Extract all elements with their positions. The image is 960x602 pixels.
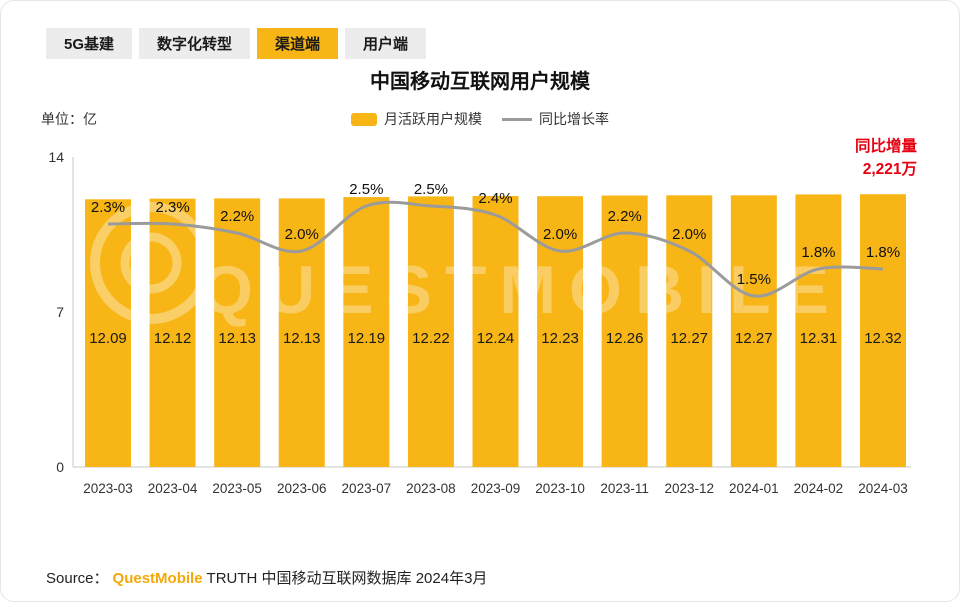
- x-tick-label: 2023-07: [342, 481, 392, 496]
- bar: [601, 195, 648, 467]
- x-tick-label: 2023-04: [148, 481, 198, 496]
- bar: [85, 199, 131, 468]
- bar-value-label: 12.13: [218, 330, 256, 347]
- bar-value-label: 12.13: [283, 330, 321, 347]
- line-legend-label: 同比增长率: [539, 111, 609, 127]
- yoy-increase-value: 2,221万: [862, 161, 917, 178]
- tab-user[interactable]: 用户端: [345, 28, 427, 59]
- bar: [214, 198, 261, 467]
- growth-rate-label: 2.2%: [608, 208, 642, 225]
- source-brand: QuestMobile: [112, 570, 203, 587]
- growth-rate-label: 2.5%: [349, 181, 383, 198]
- line-legend-swatch: [502, 117, 532, 121]
- x-tick-label: 2023-08: [406, 481, 456, 496]
- source-prefix: Source：: [46, 570, 109, 587]
- bar-value-label: 12.27: [670, 330, 708, 347]
- tab-5g-infrastructure[interactable]: 5G基建: [46, 28, 133, 59]
- x-tick-label: 2023-05: [212, 481, 262, 496]
- legend-item-bar: 月活跃用户规模: [351, 109, 482, 129]
- bar-value-label: 12.27: [735, 330, 773, 347]
- bar: [278, 198, 325, 467]
- unit-label: 单位：亿: [41, 111, 97, 127]
- tab-digital-transformation[interactable]: 数字化转型: [139, 28, 251, 59]
- x-tick-label: 2023-10: [535, 481, 585, 496]
- bar-legend-label: 月活跃用户规模: [384, 111, 482, 127]
- growth-rate-label: 2.0%: [672, 226, 706, 243]
- x-tick-label: 2024-02: [794, 481, 844, 496]
- tab-bar: 5G基建 数字化转型 渠道端 用户端: [46, 28, 427, 59]
- bar-value-label: 12.19: [348, 330, 386, 347]
- bar: [472, 195, 519, 467]
- watermark-logo: [90, 202, 212, 324]
- source-line: Source： QuestMobile TRUTH 中国移动互联网数据库 2024年…: [46, 567, 487, 588]
- bar-value-label: 12.22: [412, 330, 450, 347]
- x-tick-label: 2023-12: [664, 481, 714, 496]
- bar-value-label: 12.31: [800, 330, 838, 347]
- watermark: QUESTMOBILE: [200, 252, 842, 328]
- growth-rate-label: 2.4%: [478, 190, 512, 207]
- y-tick-label: 14: [48, 149, 64, 165]
- growth-rate-label: 2.3%: [155, 199, 189, 216]
- x-tick-label: 2023-06: [277, 481, 327, 496]
- bar: [149, 198, 196, 467]
- y-tick-label: 7: [56, 304, 64, 320]
- bar: [537, 196, 584, 467]
- bar-value-label: 12.12: [154, 330, 192, 347]
- bar-value-label: 12.26: [606, 330, 644, 347]
- bar-legend-swatch: [351, 112, 377, 126]
- bar: [795, 194, 842, 467]
- growth-rate-label: 1.8%: [801, 244, 835, 261]
- growth-rate-label: 2.3%: [91, 199, 125, 216]
- watermark-logo-inner: [120, 232, 182, 294]
- x-tick-label: 2023-11: [600, 481, 649, 496]
- x-tick-label: 2024-03: [858, 481, 908, 496]
- legend: 月活跃用户规模 同比增长率: [1, 109, 959, 129]
- tab-channel[interactable]: 渠道端: [257, 28, 339, 59]
- x-tick-label: 2024-01: [729, 481, 779, 496]
- bar-value-label: 12.32: [864, 330, 902, 347]
- yoy-increase-title: 同比增量: [854, 138, 917, 155]
- legend-item-line: 同比增长率: [502, 109, 609, 129]
- bar: [407, 196, 454, 467]
- bar-value-label: 12.09: [89, 330, 127, 347]
- bar: [343, 197, 390, 468]
- source-suffix: TRUTH 中国移动互联网数据库 2024年3月: [206, 570, 488, 587]
- growth-line: [107, 200, 884, 298]
- growth-rate-label: 1.8%: [866, 244, 900, 261]
- y-tick-label: 0: [56, 459, 64, 475]
- growth-rate-label: 2.0%: [285, 226, 319, 243]
- growth-rate-label: 2.5%: [414, 181, 448, 198]
- bar-value-label: 12.24: [477, 330, 515, 347]
- bar: [666, 195, 713, 468]
- x-tick-label: 2023-03: [83, 481, 133, 496]
- x-tick-label: 2023-09: [471, 481, 521, 496]
- yoy-increase-annotation: 同比增量 2,221万: [855, 135, 917, 181]
- growth-rate-label: 2.2%: [220, 208, 254, 225]
- growth-rate-label: 2.0%: [543, 226, 577, 243]
- chart-title: 中国移动互联网用户规模: [370, 71, 590, 93]
- growth-rate-label: 1.5%: [737, 271, 771, 288]
- bar: [730, 195, 777, 468]
- bar: [860, 194, 906, 467]
- bar-value-label: 12.23: [541, 330, 579, 347]
